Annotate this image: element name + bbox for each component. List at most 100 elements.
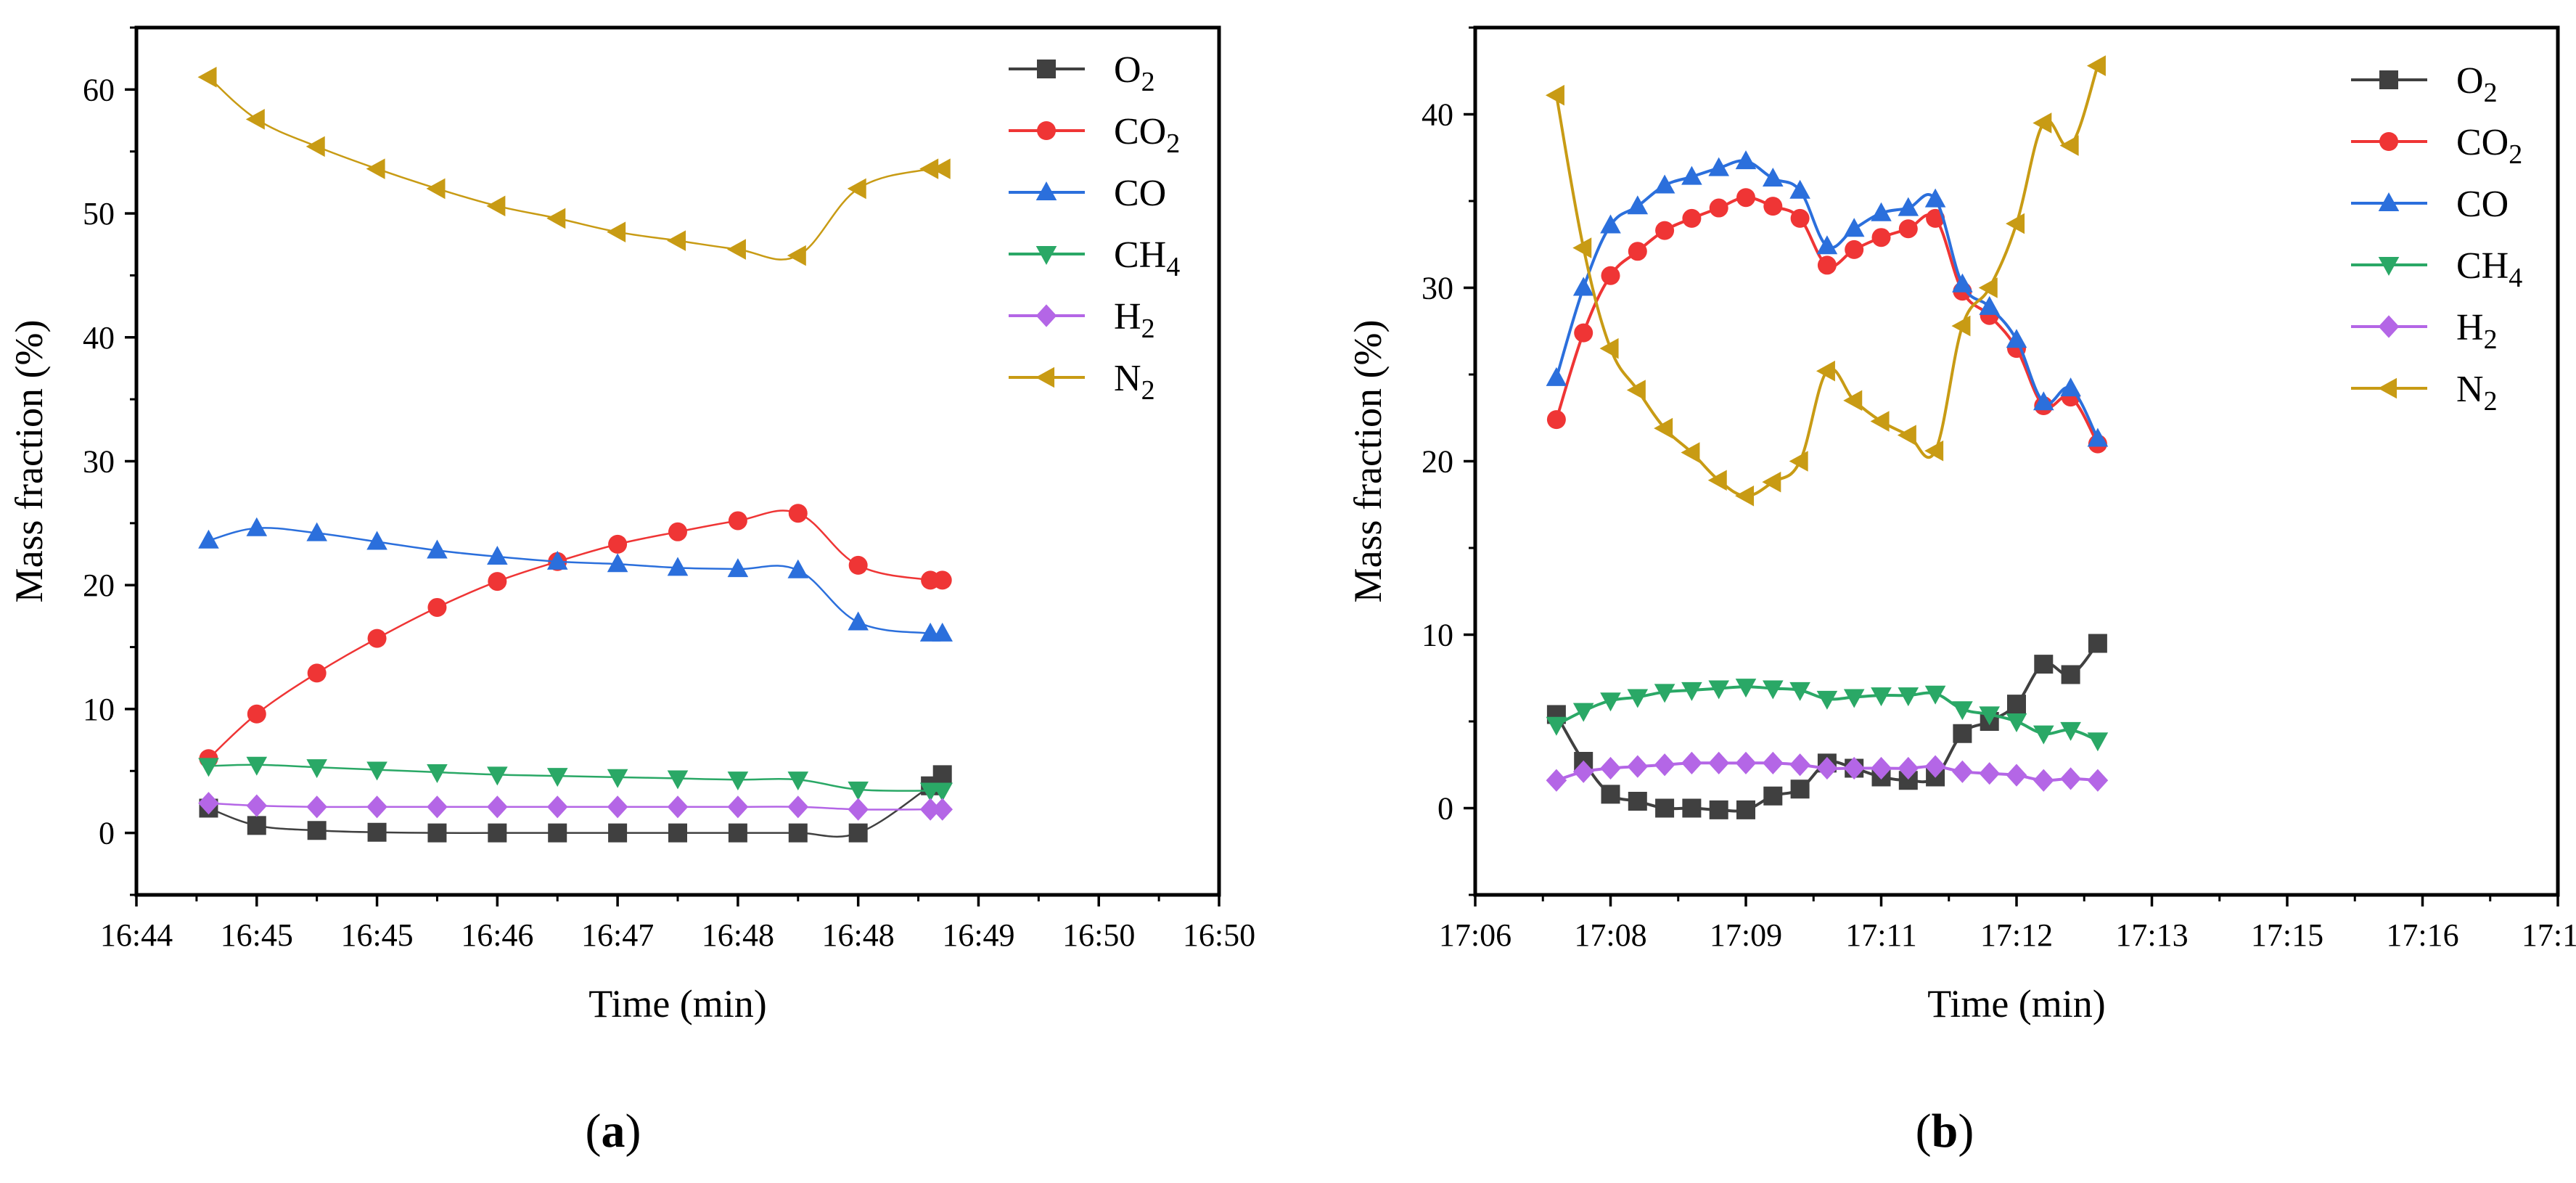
series-co2	[199, 504, 952, 769]
legend-marker	[1035, 304, 1057, 327]
data-point	[1871, 202, 1892, 221]
data-point	[788, 504, 808, 523]
data-point	[2060, 377, 2081, 397]
data-point	[2086, 55, 2106, 76]
data-point	[426, 178, 446, 200]
data-point	[1790, 779, 1810, 799]
data-point	[546, 550, 568, 570]
data-point	[1546, 410, 1566, 430]
x-tick-label: 16:45	[221, 917, 293, 953]
series-ch4	[198, 756, 953, 802]
data-point	[246, 794, 268, 817]
data-point	[667, 230, 686, 251]
data-point	[848, 555, 868, 575]
data-point	[848, 781, 869, 801]
x-tick-label: 16:50	[1183, 917, 1255, 953]
panel-label: (b)	[1916, 1105, 1974, 1158]
data-point	[787, 245, 806, 266]
data-point	[1601, 785, 1620, 804]
data-point	[848, 798, 869, 821]
data-point	[848, 611, 869, 631]
x-axis-title: Time (min)	[1927, 982, 2106, 1026]
data-point	[486, 195, 506, 217]
legend-subscript: 2	[2484, 386, 2498, 417]
data-point	[1681, 165, 1702, 185]
data-point	[1546, 716, 1567, 736]
legend: O2 CO2 CO CH4 H2 N2	[2351, 60, 2522, 417]
data-point	[667, 557, 689, 576]
data-point	[366, 795, 387, 819]
data-point	[1654, 753, 1675, 777]
data-point	[1790, 208, 1810, 228]
x-tick-label: 17:08	[1574, 917, 1646, 953]
data-point	[1682, 208, 1702, 228]
data-point	[1708, 751, 1729, 774]
data-point	[1763, 197, 1783, 216]
data-point	[198, 792, 219, 815]
series-co	[1546, 150, 2109, 447]
data-point	[1763, 786, 1783, 806]
data-point	[1600, 214, 1621, 234]
data-point	[1572, 277, 1594, 296]
data-point	[2033, 769, 2054, 792]
legend-label: O2	[2456, 60, 2498, 108]
data-point	[2087, 769, 2109, 792]
series-h2	[1546, 751, 2109, 792]
data-point	[245, 109, 265, 130]
data-point	[246, 517, 268, 536]
legend-subscript: 2	[1166, 128, 1180, 159]
data-point	[1708, 680, 1729, 700]
data-point	[487, 766, 508, 786]
x-axis-title: Time (min)	[588, 982, 767, 1026]
y-axis-title: Mass fraction (%)	[1346, 320, 1390, 603]
data-point	[1681, 442, 1700, 463]
legend-label: N2	[2456, 369, 2498, 417]
data-point	[1763, 680, 1784, 700]
data-point	[787, 771, 809, 791]
data-point	[1926, 208, 1945, 228]
data-point	[1654, 174, 1675, 194]
series-line	[208, 76, 943, 261]
data-point	[1789, 179, 1810, 199]
data-point	[727, 795, 749, 819]
data-point	[1978, 277, 1998, 298]
data-point	[1707, 470, 1727, 491]
series-line	[208, 509, 943, 760]
data-point	[1600, 692, 1621, 712]
legend-marker	[2378, 192, 2400, 212]
data-point	[1682, 798, 1702, 818]
x-tick-label: 16:49	[942, 917, 1014, 953]
legend: O2 CO2 CO CH4 H2 N2	[1009, 49, 1180, 406]
legend-marker	[2378, 377, 2397, 399]
data-point	[932, 570, 952, 590]
data-point	[1763, 167, 1784, 187]
y-tick-label: 60	[83, 72, 115, 107]
data-point	[1627, 755, 1649, 778]
data-point	[919, 158, 939, 179]
data-point	[1546, 769, 1567, 792]
data-point	[1627, 195, 1649, 215]
data-point	[668, 522, 687, 541]
data-point	[1735, 150, 1757, 170]
data-point	[1898, 756, 1919, 780]
data-point	[247, 816, 266, 835]
legend-label: CO	[1114, 173, 1166, 214]
data-point	[2006, 213, 2025, 234]
data-point	[488, 572, 507, 592]
y-tick-label: 10	[1422, 618, 1453, 653]
data-point	[367, 629, 387, 648]
data-point	[608, 534, 628, 554]
data-point	[1789, 451, 1808, 472]
data-point	[787, 795, 809, 819]
data-point	[667, 795, 689, 819]
data-point	[1600, 756, 1621, 780]
y-tick-label: 10	[83, 692, 115, 727]
legend-subscript: 2	[1141, 375, 1155, 406]
data-point	[727, 771, 749, 791]
data-point	[367, 822, 387, 842]
data-point	[728, 823, 747, 843]
y-tick-label: 20	[1422, 444, 1453, 480]
chart-panel-a: 16:44 16:45 16:45 16:46 16:47 16:48 16:48 16:49…	[7, 25, 1255, 1158]
y-tick-label: 0	[1437, 791, 1453, 827]
legend-label: N2	[1114, 358, 1155, 406]
